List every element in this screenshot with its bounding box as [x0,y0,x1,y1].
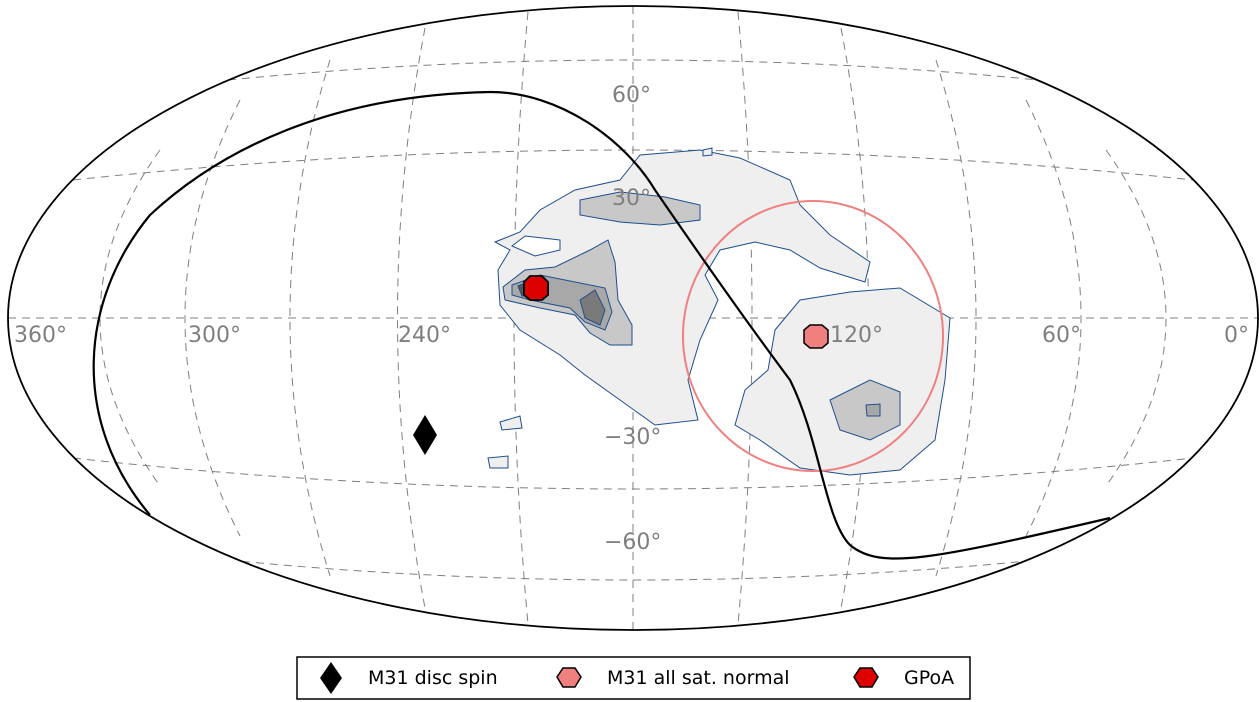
lat-gridline-60 [227,59,1039,81]
contour-level-1-north [493,149,871,426]
meridian-300 [184,99,241,537]
contour-level-1-south [734,287,951,476]
m31-all-sat-normal-marker [803,324,829,349]
lon-tick-300: 300° [188,323,241,348]
meridian-210 [513,11,529,625]
contour-level-2-a [579,191,701,226]
lon-tick-60: 60° [1042,323,1081,348]
contour-blob-b [487,455,509,469]
gpoa-marker [523,275,549,301]
lat-gridline-m60 [227,559,1039,581]
lat-tick-60: 60° [612,83,651,108]
lat-tick-m30: −30° [604,425,661,450]
legend-label-all-sat-normal: M31 all sat. normal [607,667,790,689]
meridian-90 [935,59,977,577]
lat-tick-m60: −60° [604,530,661,555]
legend-label-disc-spin: M31 disc spin [368,667,498,689]
normal-uncertainty-circle [682,200,944,472]
sky-boundary [7,5,1259,631]
legend: M31 disc spin M31 all sat. normal GPoA [296,656,971,700]
meridian-60 [1025,99,1082,537]
meridian-330 [99,149,161,487]
legend-label-gpoa: GPoA [904,667,954,689]
contour-level-2-c [829,379,901,441]
lon-tick-240: 240° [398,323,451,348]
contour-hole [511,235,561,257]
disc-plane-great-circle [92,90,1111,560]
legend-pink-hexagon-icon [556,667,582,688]
m31-disc-spin-marker [413,415,437,455]
lon-tick-120: 120° [830,323,883,348]
lat-tick-30: 30° [612,186,651,211]
meridian-270 [289,59,331,577]
contour-level-3-south [865,403,881,417]
longitude-tick-labels: 360° 300° 240° 120° 60° 0° [14,323,1249,348]
latitude-tick-labels: 60° 30° −30° −60° [604,83,661,555]
contour-blob-a [499,415,523,431]
lon-tick-0: 0° [1224,323,1249,348]
meridian-30 [1105,149,1167,487]
grid [8,6,1258,630]
meridian-150 [737,11,753,625]
legend-diamond-icon [320,662,342,694]
contour-level-4-a [579,289,606,326]
legend-red-hexagon-icon [853,667,879,688]
lon-tick-360: 360° [14,323,67,348]
contour-blob-c [702,147,713,157]
density-contours [487,147,951,476]
